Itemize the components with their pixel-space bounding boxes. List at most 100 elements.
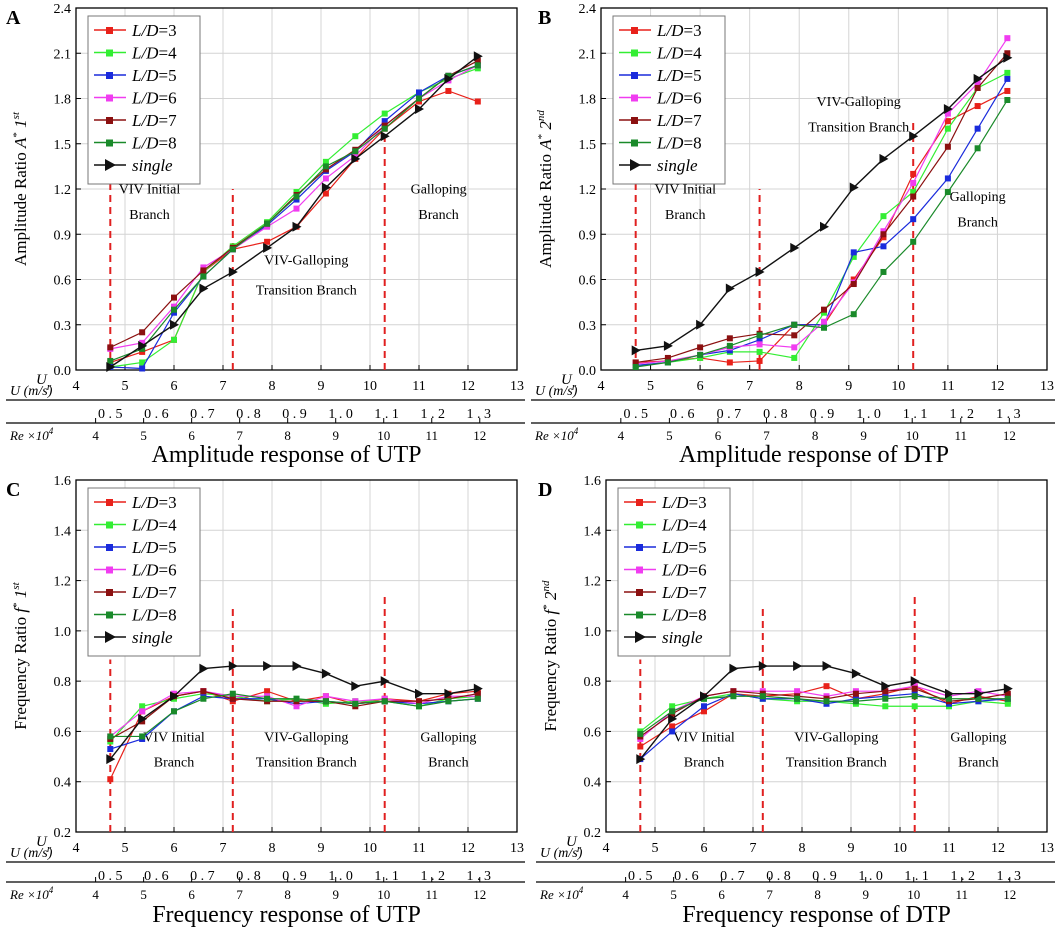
branch-annotation: Transition Branch	[256, 284, 357, 299]
data-point	[1004, 75, 1011, 82]
data-point	[973, 73, 983, 84]
legend-prefix: L/D	[131, 583, 159, 602]
y-tick-label: 2.4	[579, 2, 597, 17]
data-point	[697, 354, 704, 361]
y-tick-label: 1.8	[54, 93, 72, 108]
data-point	[882, 695, 889, 702]
data-point	[445, 87, 452, 94]
u-tick-label: 1 . 2	[950, 407, 975, 422]
data-point	[445, 72, 452, 79]
legend-prefix: L/D	[656, 44, 684, 63]
re-axis-label: Re ×104	[9, 426, 54, 443]
re-tick-label: 12	[1003, 887, 1016, 902]
series-ld-8	[632, 97, 1011, 370]
y-tick-label: 0.2	[584, 826, 602, 841]
data-point	[416, 95, 422, 102]
legend-prefix: L/D	[656, 89, 684, 108]
data-point	[730, 688, 737, 695]
data-point	[850, 281, 857, 288]
plot-frame	[605, 479, 1048, 833]
data-point	[293, 189, 300, 196]
legend-marker	[106, 49, 113, 57]
legend-label: L/D=6	[131, 561, 177, 580]
x-tick-label: 13	[510, 841, 524, 856]
panel-title: Amplitude response of DTP	[679, 442, 949, 468]
data-point	[726, 335, 733, 342]
legend-prefix: L/D	[131, 516, 159, 535]
ur-symbol: U	[566, 834, 578, 850]
data-point	[794, 695, 801, 702]
x-tick-label: 7	[746, 379, 753, 394]
legend-value: 6	[168, 89, 177, 108]
u-tick-label: 0 . 6	[670, 407, 695, 422]
branch-annotation: Branch	[154, 756, 194, 771]
data-point	[381, 110, 388, 117]
data-point	[293, 196, 300, 203]
y-axis-star: *	[541, 604, 553, 610]
data-point	[1004, 69, 1011, 76]
y-axis-symbol: f	[541, 607, 560, 614]
re-tick-label: 11	[425, 887, 438, 902]
data-point	[821, 321, 827, 328]
legend-value: 8	[168, 134, 177, 153]
data-point	[850, 253, 857, 260]
y-tick-label: 0.0	[54, 364, 72, 379]
x-tick-label: 4	[73, 841, 80, 856]
data-point	[632, 359, 639, 366]
panel-title: Amplitude response of UTP	[152, 442, 422, 468]
re-axis-label: Re ×104	[9, 885, 54, 902]
u-tick-label: 1 . 3	[467, 407, 492, 422]
legend-eq: =	[158, 606, 168, 625]
data-point	[106, 754, 116, 765]
y-axis-title: Amplitude Ratio A* 2nd	[535, 110, 555, 268]
data-point	[880, 243, 887, 250]
u-tick-label: 1 . 0	[328, 407, 353, 422]
legend-prefix: L/D	[661, 561, 689, 580]
legend-value: 7	[168, 111, 177, 130]
legend-value: 3	[168, 493, 177, 512]
data-point	[352, 700, 359, 707]
legend-marker	[631, 27, 638, 34]
legend-marker	[636, 521, 643, 529]
legend-marker	[631, 139, 638, 147]
y-tick-label: 0.4	[54, 776, 72, 791]
data-point	[139, 365, 146, 372]
legend-marker	[105, 631, 116, 643]
data-point	[1004, 700, 1011, 707]
data-point	[264, 223, 271, 230]
legend-prefix: L/D	[131, 21, 159, 40]
re-tick-label: 8	[284, 428, 291, 443]
data-point	[944, 175, 951, 182]
data-point	[107, 746, 114, 753]
data-point	[910, 216, 917, 223]
data-point	[791, 332, 798, 339]
data-point	[199, 663, 209, 674]
re-axis-label: Re ×104	[534, 426, 579, 443]
legend-prefix: L/D	[656, 21, 684, 40]
legend-label: single	[657, 156, 698, 175]
data-point	[322, 693, 329, 700]
u-tick-label: 1 . 3	[467, 869, 492, 884]
legend-prefix: L/D	[656, 66, 684, 85]
u-tick-label: 0 . 9	[282, 407, 307, 422]
x-tick-label: 7	[220, 379, 227, 394]
y-tick-label: 0.6	[584, 725, 602, 740]
legend-eq: =	[158, 44, 168, 63]
legend-marker	[106, 544, 113, 551]
re-tick-label: 7	[766, 887, 773, 902]
legend-prefix: L/D	[131, 561, 159, 580]
legend-value: 3	[693, 21, 702, 40]
data-point	[880, 213, 887, 220]
re-tick-label: 6	[715, 428, 722, 443]
legend-prefix: L/D	[131, 44, 159, 63]
branch-annotation: VIV Initial	[119, 183, 181, 198]
y-tick-label: 1.4	[54, 524, 72, 539]
y-axis-title-text: Frequency Ratio	[11, 613, 30, 730]
legend-label: L/D=3	[661, 493, 707, 512]
data-point	[200, 695, 207, 702]
legend-label: L/D=5	[656, 66, 702, 85]
re-tick-label: 9	[862, 887, 869, 902]
legend-eq: =	[683, 44, 693, 63]
